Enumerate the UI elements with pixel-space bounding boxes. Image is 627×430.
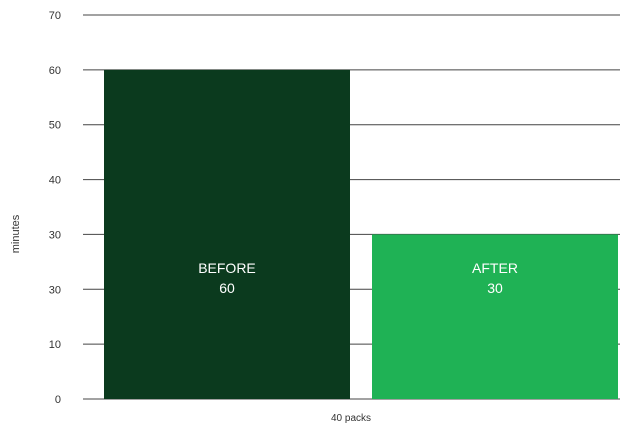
bar-value-label: 60 [219, 280, 235, 296]
y-tick-label: 10 [49, 339, 61, 351]
y-tick-label: 40 [49, 175, 61, 187]
bar-category-label: BEFORE [198, 260, 256, 276]
y-tick-label: 0 [55, 394, 61, 406]
y-tick-labels: 0 10 30 30 40 50 60 70 [49, 10, 61, 406]
y-axis-title: minutes [10, 214, 22, 253]
bar-after [372, 234, 618, 399]
bar-before [104, 69, 350, 399]
bar-value-label: 30 [487, 280, 503, 296]
y-tick-label: 50 [49, 120, 61, 132]
y-tick-label: 70 [49, 10, 61, 22]
y-tick-label: 30 [49, 284, 61, 296]
bar-labels: BEFORE 60 AFTER 30 [198, 260, 518, 296]
bars-layer [104, 69, 618, 399]
y-tick-label: 30 [49, 229, 61, 241]
y-tick-label: 60 [49, 65, 61, 77]
x-axis-title: 40 packs [331, 413, 371, 424]
bar-category-label: AFTER [472, 260, 518, 276]
